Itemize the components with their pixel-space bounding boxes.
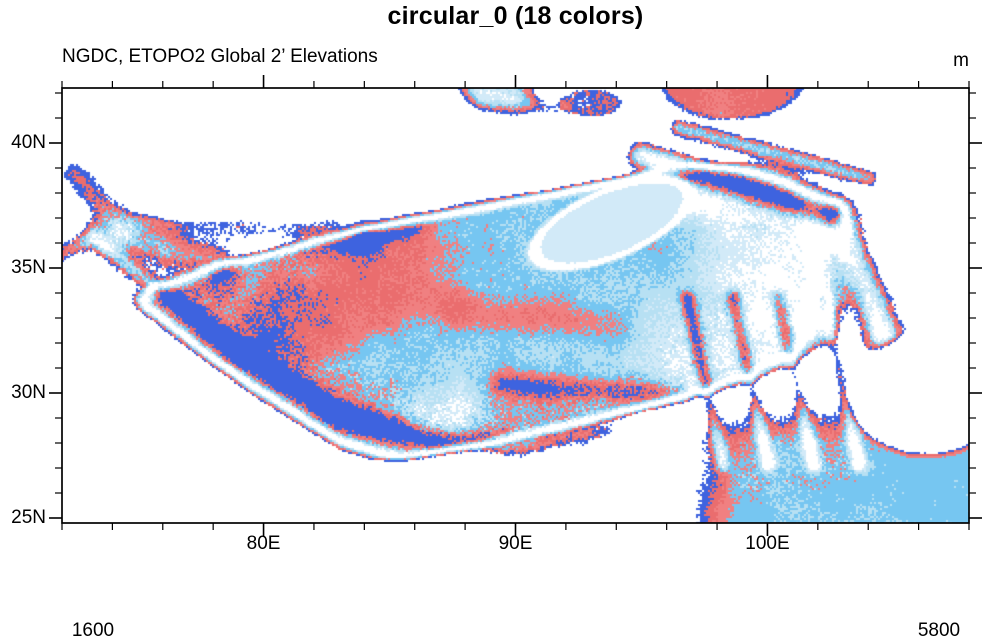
lon-tick-label: 100E <box>745 533 790 554</box>
plot-title: circular_0 (18 colors) <box>387 2 644 30</box>
plot-left-subtitle: NGDC, ETOPO2 Global 2’ Elevations <box>62 46 378 67</box>
lat-tick-label: 30N <box>11 382 46 403</box>
elevation-raster-map <box>62 88 969 523</box>
colorbar-min-label: 1600 <box>71 620 115 641</box>
lat-tick-label: 40N <box>11 132 46 153</box>
colorbar-max-label: 5800 <box>917 620 961 641</box>
units-label: m <box>953 50 969 71</box>
lat-tick-label: 25N <box>11 507 46 528</box>
lon-tick-label: 80E <box>246 533 281 554</box>
lat-tick-label: 35N <box>11 257 46 278</box>
lon-tick-label: 90E <box>498 533 533 554</box>
